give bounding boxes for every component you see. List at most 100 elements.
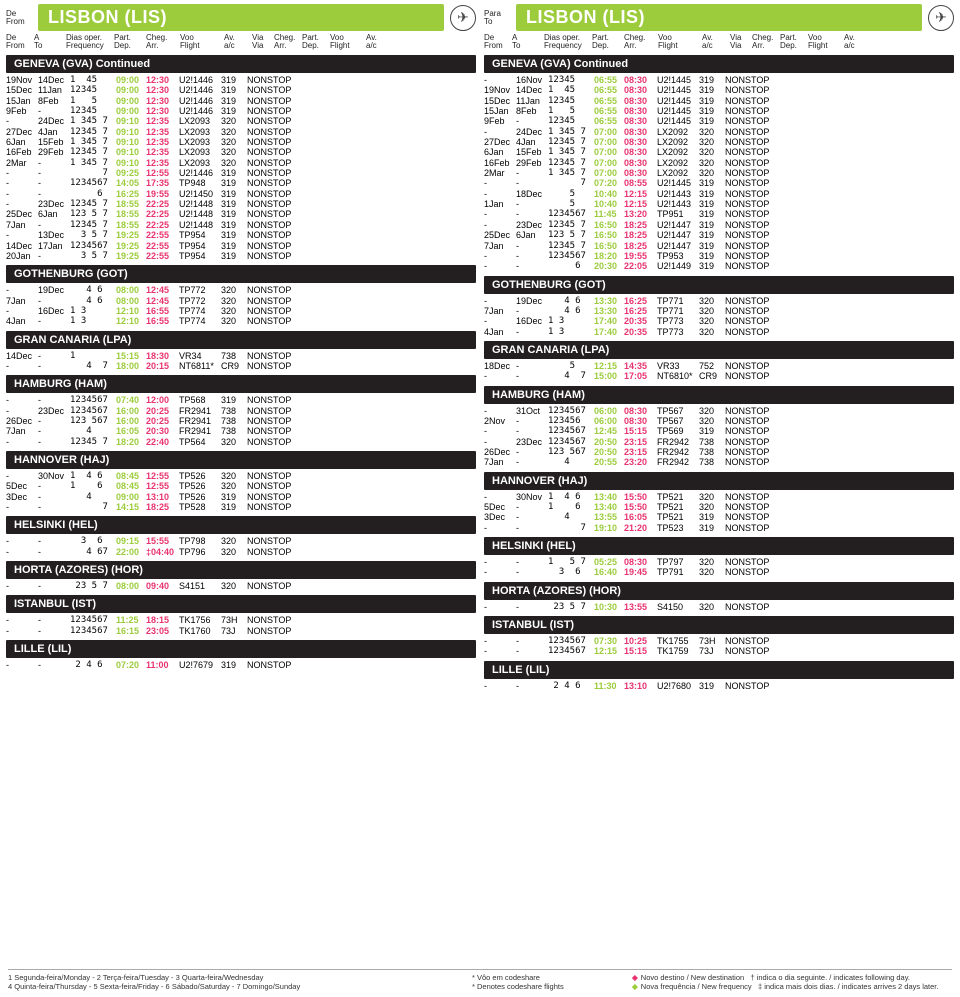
- cell-from: -: [484, 209, 516, 219]
- cell-from: -: [6, 178, 38, 188]
- table-row: 1Jan- 510:4012:15U2!1443319NONSTOP: [484, 199, 954, 209]
- table-row: -- 707:2008:55U2!1445319NONSTOP: [484, 178, 954, 188]
- cell-arr: 18:25: [624, 230, 657, 240]
- cell-from: -: [484, 251, 516, 261]
- cell-to: 15Feb: [38, 137, 70, 147]
- cell-from: -: [6, 168, 38, 178]
- footer-days: 1 Segunda-feira/Monday - 2 Terça-feira/T…: [8, 973, 442, 991]
- cell-dep: 16:40: [594, 567, 624, 577]
- cell-freq: 123456: [548, 416, 594, 426]
- cell-note: NONSTOP: [247, 147, 476, 157]
- cell-arr: 12:35: [146, 158, 179, 168]
- cell-arr: 18:30: [146, 351, 179, 361]
- cell-freq: 7: [548, 178, 594, 188]
- col-header: Av. a/c: [844, 34, 868, 50]
- cell-note: NONSTOP: [247, 220, 476, 230]
- table-row: --123456718:2019:55TP953319NONSTOP: [484, 251, 954, 261]
- cell-ac: 320: [221, 306, 247, 316]
- cell-flt: U2!1445: [657, 96, 699, 106]
- schedule-table: --123456707:3010:25TK175573HNONSTOP--123…: [484, 636, 954, 657]
- cell-freq: 7: [70, 168, 116, 178]
- cell-ac: 319: [221, 395, 247, 405]
- cell-note: NONSTOP: [725, 447, 954, 457]
- section-title: GENEVA (GVA) Continued: [484, 55, 954, 73]
- cell-arr: 23:05: [146, 626, 179, 636]
- cell-dep: 07:20: [594, 178, 624, 188]
- table-row: -16Nov1234506:5508:30U2!1445319NONSTOP: [484, 75, 954, 85]
- cell-dep: 12:45: [594, 426, 624, 436]
- cell-from: 14Dec: [6, 241, 38, 251]
- cell-dep: 05:25: [594, 557, 624, 567]
- cell-flt: TP954: [179, 241, 221, 251]
- schedule-table: --123456707:4012:00TP568319NONSTOP-23Dec…: [6, 395, 476, 447]
- cell-arr: 08:30: [624, 116, 657, 126]
- cell-note: NONSTOP: [247, 481, 476, 491]
- cell-dep: 08:00: [116, 285, 146, 295]
- cell-arr: 08:30: [624, 106, 657, 116]
- cell-ac: 319: [221, 220, 247, 230]
- cell-note: NONSTOP: [725, 602, 954, 612]
- cell-dep: 09:15: [116, 536, 146, 546]
- cell-note: NONSTOP: [725, 557, 954, 567]
- cell-note: NONSTOP: [725, 251, 954, 261]
- table-row: 19Nov14Dec1 4506:5508:30U2!1445319NONSTO…: [484, 85, 954, 95]
- cell-dep: 15:15: [116, 351, 146, 361]
- cell-dep: 09:00: [116, 75, 146, 85]
- cell-flt: U2!1443: [657, 199, 699, 209]
- cell-from: -: [6, 502, 38, 512]
- cell-freq: 23 5 7: [548, 602, 594, 612]
- cell-arr: 16:25: [624, 306, 657, 316]
- table-row: 5Dec-1 613:4015:50TP521320NONSTOP: [484, 502, 954, 512]
- cell-to: 13Dec: [38, 230, 70, 240]
- cell-from: -: [484, 178, 516, 188]
- cell-to: -: [516, 646, 548, 656]
- cell-arr: 08:30: [624, 96, 657, 106]
- schedule-table: -- 23 5 710:3013:55S4150320NONSTOP: [484, 602, 954, 612]
- cell-note: NONSTOP: [725, 127, 954, 137]
- section-title: HORTA (AZORES) (HOR): [6, 561, 476, 579]
- table-row: -- 719:1021:20TP523319NONSTOP: [484, 523, 954, 533]
- cell-ac: 319: [221, 106, 247, 116]
- cell-from: 25Dec: [6, 209, 38, 219]
- cell-from: -: [484, 557, 516, 567]
- col-header: De From: [484, 34, 512, 50]
- cell-flt: TP774: [179, 316, 221, 326]
- cell-dep: 16:50: [594, 230, 624, 240]
- cell-from: 2Mar: [484, 168, 516, 178]
- col-header: Cheg. Arr.: [624, 34, 658, 50]
- cell-dep: 09:10: [116, 116, 146, 126]
- cell-flt: TP773: [657, 327, 699, 337]
- cell-from: -: [6, 536, 38, 546]
- cell-ac: 319: [221, 178, 247, 188]
- cell-note: NONSTOP: [247, 626, 476, 636]
- cell-dep: 18:55: [116, 199, 146, 209]
- col-header: Part. Dep.: [592, 34, 624, 50]
- cell-to: -: [516, 251, 548, 261]
- cell-ac: 320: [699, 296, 725, 306]
- cell-freq: 1 45: [548, 85, 594, 95]
- cell-to: -: [38, 660, 70, 670]
- schedule-table: --1 5 705:2508:30TP797320NONSTOP-- 3 616…: [484, 557, 954, 578]
- cell-to: 11Jan: [516, 96, 548, 106]
- cell-ac: 319: [699, 85, 725, 95]
- cell-note: NONSTOP: [725, 361, 954, 371]
- cell-dep: 09:10: [116, 127, 146, 137]
- cell-note: NONSTOP: [725, 168, 954, 178]
- table-row: 25Dec6Jan123 5 716:5018:25U2!1447319NONS…: [484, 230, 954, 240]
- cell-dep: 12:15: [594, 646, 624, 656]
- cell-ac: 320: [699, 158, 725, 168]
- cell-dep: 09:10: [116, 147, 146, 157]
- cell-flt: TP523: [657, 523, 699, 533]
- table-row: --123456714:0517:35TP948319NONSTOP: [6, 178, 476, 188]
- cell-freq: 23 5 7: [70, 581, 116, 591]
- cell-freq: 1 3: [70, 316, 116, 326]
- table-row: -- 616:2519:55U2!1450319NONSTOP: [6, 189, 476, 199]
- cell-flt: U2!1445: [657, 178, 699, 188]
- cell-dep: 18:55: [116, 220, 146, 230]
- cell-arr: 18:25: [624, 241, 657, 251]
- cell-arr: 12:35: [146, 127, 179, 137]
- cell-ac: 320: [699, 168, 725, 178]
- cell-freq: 123 5 7: [70, 209, 116, 219]
- section-title: HAMBURG (HAM): [484, 386, 954, 404]
- cell-note: NONSTOP: [247, 615, 476, 625]
